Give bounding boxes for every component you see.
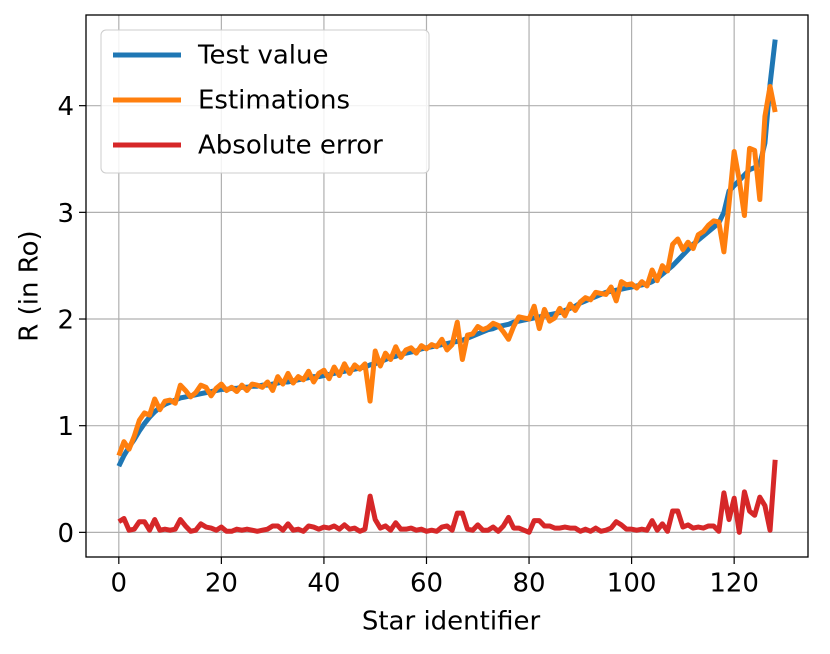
y-tick-label: 3: [57, 199, 74, 229]
legend-label: Absolute error: [198, 131, 383, 161]
series-line: [116, 83, 778, 457]
x-tick-label: 120: [709, 569, 759, 599]
series-line: [117, 459, 778, 535]
x-axis-label: Star identifier: [362, 607, 541, 637]
x-tick-label: 100: [607, 569, 657, 599]
legend-label: Estimations: [198, 86, 350, 116]
x-tick-label: 20: [205, 569, 238, 599]
y-tick-label: 2: [57, 306, 74, 336]
legend-label: Test value: [197, 41, 328, 71]
y-tick-label: 1: [57, 412, 74, 442]
y-tick-label: 4: [57, 92, 74, 122]
x-tick-label: 80: [512, 569, 545, 599]
y-tick-label: 0: [57, 519, 74, 549]
x-tick-label: 60: [410, 569, 443, 599]
x-tick-label: 40: [307, 569, 340, 599]
legend-box: [100, 29, 430, 174]
y-axis-label: R (in Ro): [15, 230, 45, 341]
plot-frame: [85, 14, 809, 558]
x-tick-label: 0: [111, 569, 128, 599]
